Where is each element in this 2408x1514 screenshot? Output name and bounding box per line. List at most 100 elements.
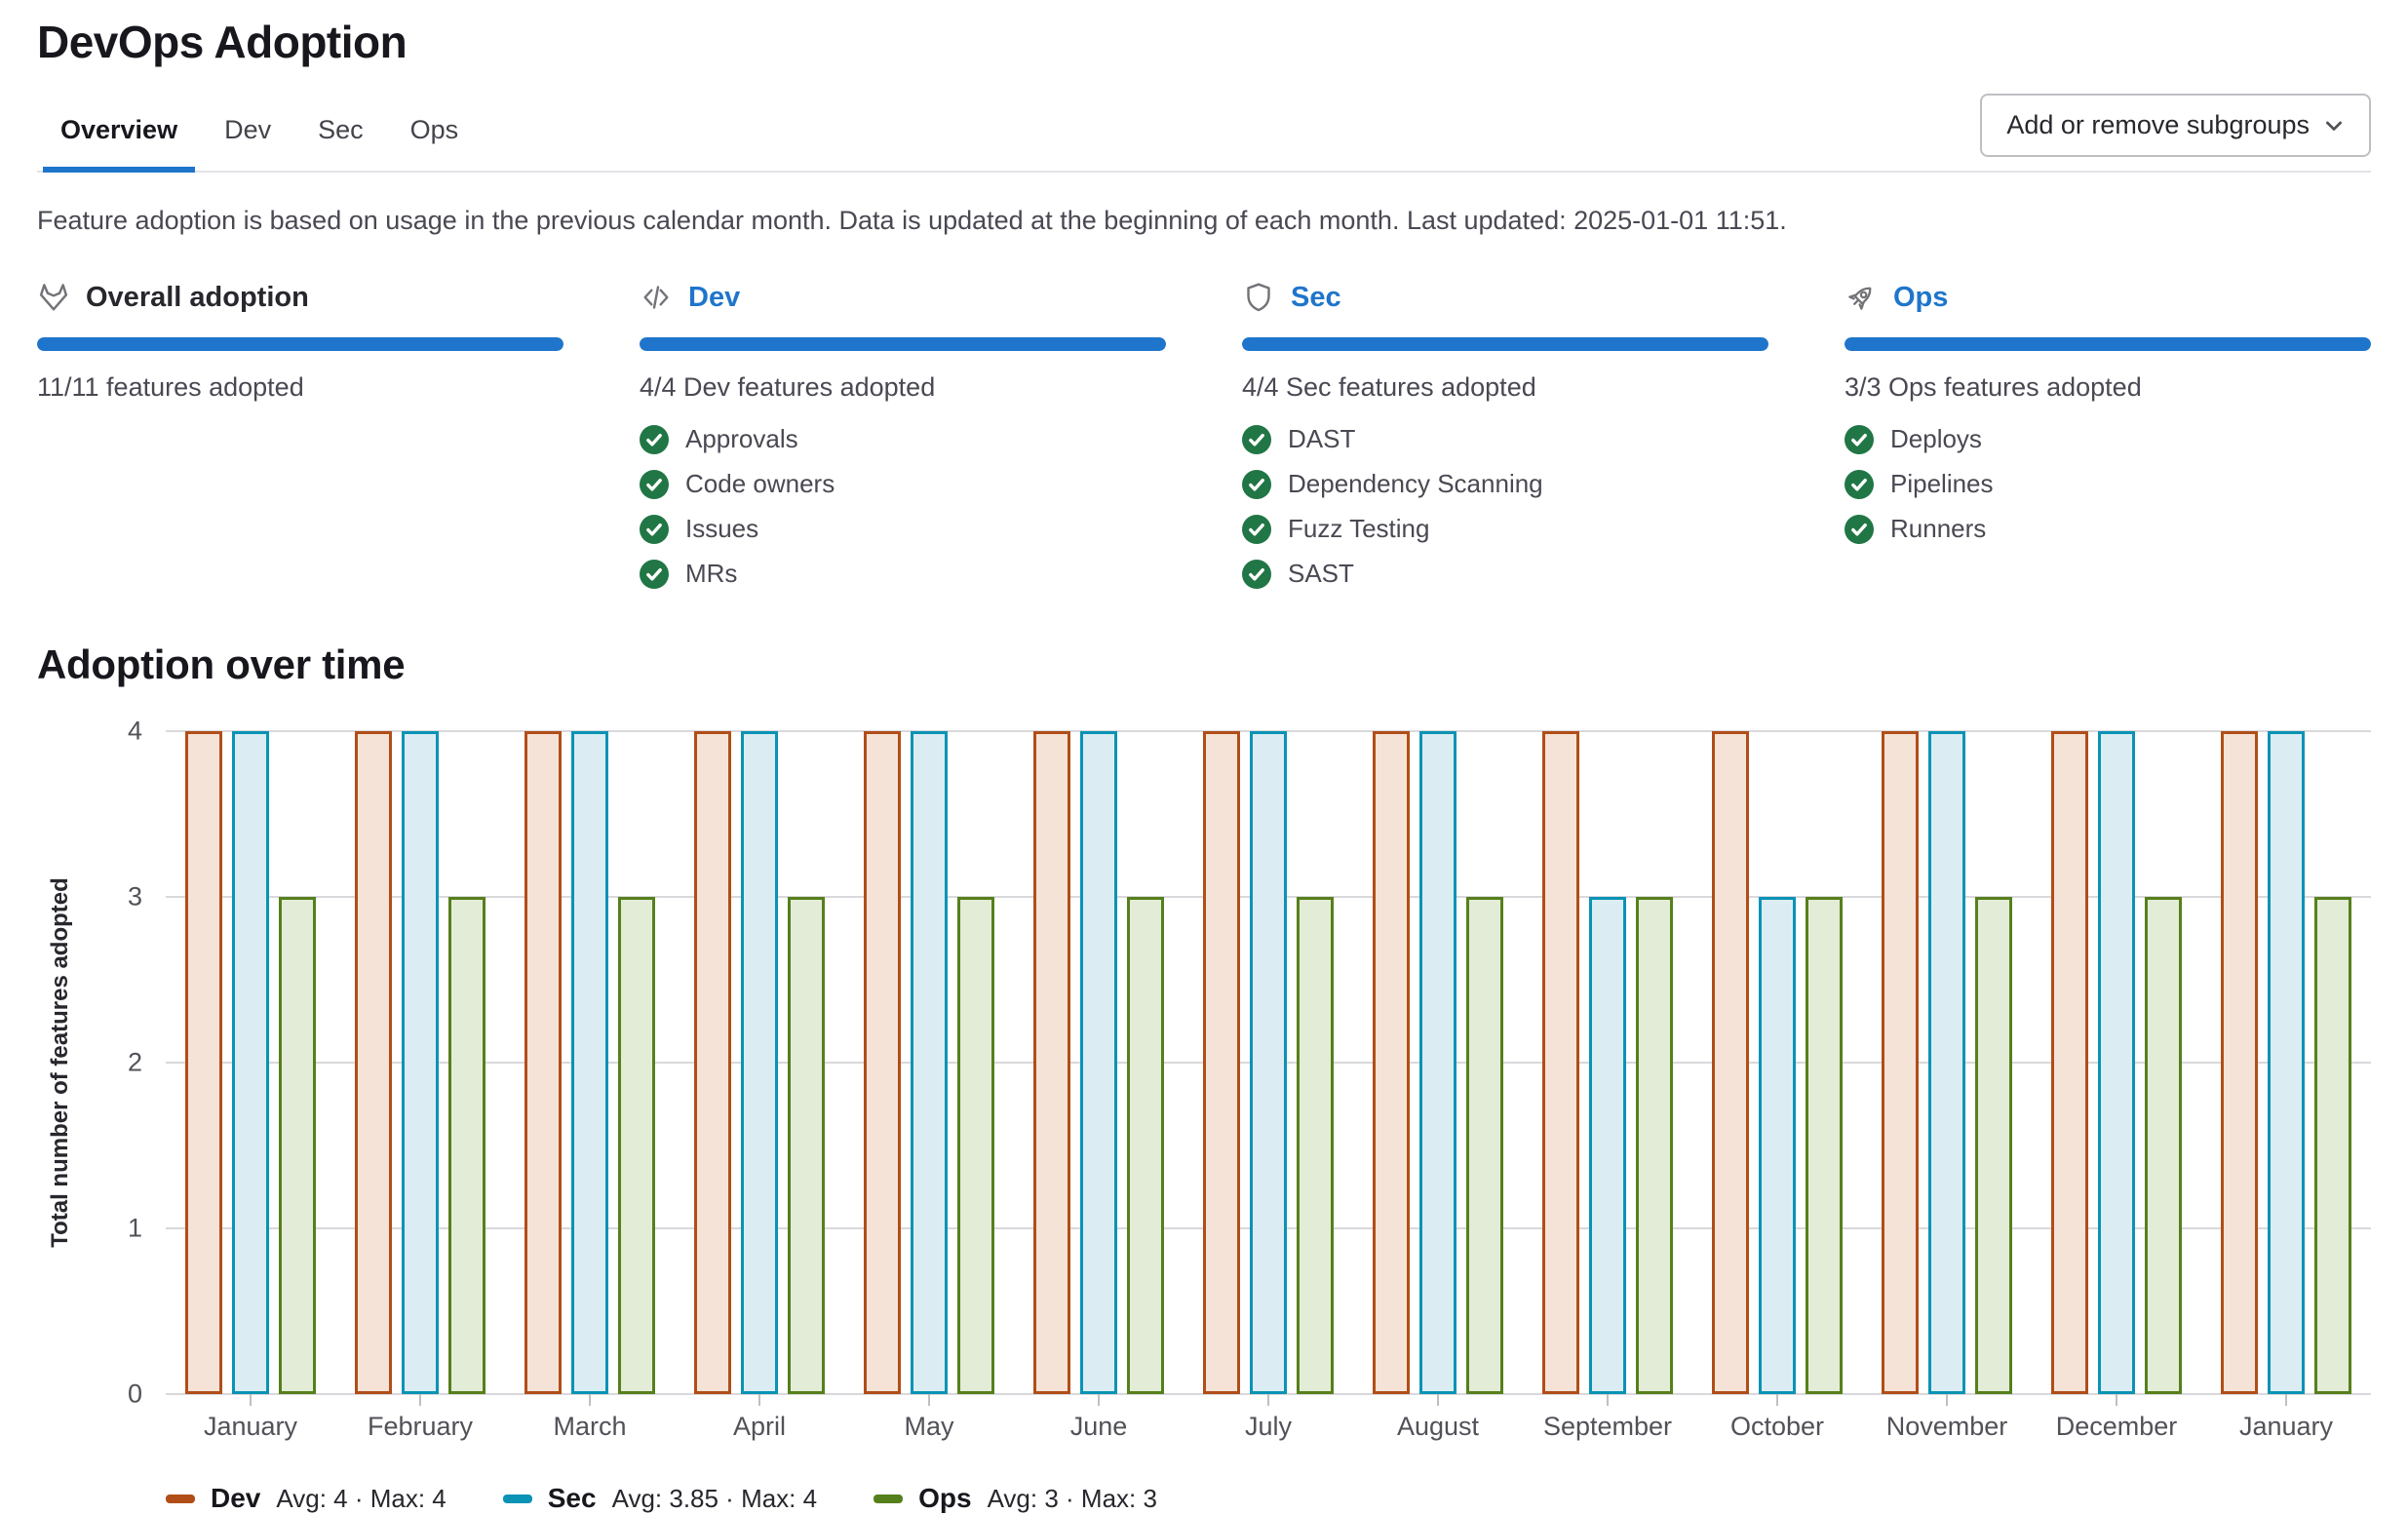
bar-group-august-7 [1353,731,1523,1394]
x-axis-label-january-12: January [2201,1394,2371,1442]
feature-item-sast: SAST [1242,559,1768,589]
tab-overview[interactable]: Overview [37,90,201,173]
adoption-progress-bar [1242,337,1768,351]
card-header: Sec [1242,281,1768,314]
bar-sec-march-2[interactable] [571,731,608,1394]
feature-item-issues: Issues [640,514,1166,544]
bars-row [166,731,2371,1394]
bar-ops-may-4[interactable] [957,897,994,1394]
x-axis-label-august-7: August [1353,1394,1523,1442]
bar-sec-august-7[interactable] [1419,731,1456,1394]
adoption-summary: 3/3 Ops features adopted [1845,372,2142,402]
bar-sec-april-3[interactable] [741,731,778,1394]
bar-dev-november-10[interactable] [1882,731,1919,1394]
feature-label: Approvals [685,424,798,453]
bar-dev-may-4[interactable] [864,731,901,1394]
bar-group-january-12 [2201,731,2371,1394]
check-circle-icon [1242,559,1271,589]
bar-ops-february-1[interactable] [448,897,485,1394]
legend-swatch-dev [166,1494,195,1503]
card-header: Overall adoption [37,281,563,314]
chart-body: Total number of features adopted 0 1 2 3 4 [37,718,2371,1407]
bar-dev-october-9[interactable] [1712,731,1749,1394]
bar-dev-april-3[interactable] [694,731,731,1394]
section-heading: Adoption over time [37,641,406,687]
bar-ops-january-12[interactable] [2314,897,2351,1394]
feature-item-dependency-scanning: Dependency Scanning [1242,469,1768,499]
bar-dev-february-1[interactable] [355,731,392,1394]
chevron-down-icon [2326,121,2342,131]
bar-ops-october-9[interactable] [1806,897,1843,1394]
chart-legend: Dev Avg: 4 · Max: 4 Sec Avg: 3.85 · Max: 4 O… [166,1483,2371,1514]
bar-ops-december-11[interactable] [2145,897,2182,1394]
x-axis-label-october-9: October [1692,1394,1862,1442]
bar-group-january-0 [166,731,335,1394]
legend-item-dev[interactable]: Dev Avg: 4 · Max: 4 [166,1483,447,1514]
bar-dev-march-2[interactable] [524,731,562,1394]
bar-sec-may-4[interactable] [911,731,948,1394]
check-circle-icon [640,559,669,589]
card-title-sec[interactable]: Sec [1291,281,1341,313]
bar-dev-december-11[interactable] [2051,731,2088,1394]
bar-group-september-8 [1523,731,1692,1394]
info-text: Feature adoption is based on usage in th… [37,206,1787,235]
bar-ops-april-3[interactable] [788,897,825,1394]
feature-label: Issues [685,514,759,543]
card-title-overall-adoption: Overall adoption [86,281,309,313]
adoption-progress-bar [1845,337,2371,351]
feature-label: SAST [1288,559,1354,588]
legend-item-ops[interactable]: Ops Avg: 3 · Max: 3 [874,1483,1157,1514]
bar-dev-june-5[interactable] [1033,731,1070,1394]
bar-ops-november-10[interactable] [1975,897,2012,1394]
card-title-ops[interactable]: Ops [1893,281,1949,313]
bar-sec-september-8[interactable] [1589,897,1626,1394]
x-axis-label-november-10: November [1862,1394,2032,1442]
x-axis-label-february-1: February [335,1394,505,1442]
bar-ops-august-7[interactable] [1466,897,1503,1394]
tab-ops[interactable]: Ops [409,115,459,144]
y-tick-label-4: 4 [127,716,142,746]
code-icon [640,281,673,314]
tab-dev[interactable]: Dev [224,115,272,144]
bar-sec-june-5[interactable] [1080,731,1117,1394]
bar-dev-august-7[interactable] [1373,731,1410,1394]
legend-item-sec[interactable]: Sec Avg: 3.85 · Max: 4 [502,1483,817,1514]
bar-ops-july-6[interactable] [1297,897,1334,1394]
card-title-dev[interactable]: Dev [688,281,741,313]
bar-dev-january-12[interactable] [2221,731,2258,1394]
x-axis-label-june-5: June [1014,1394,1184,1442]
bar-ops-march-2[interactable] [618,897,655,1394]
bar-ops-january-0[interactable] [279,897,316,1394]
bar-ops-june-5[interactable] [1127,897,1164,1394]
feature-item-deploys: Deploys [1845,424,2371,454]
adoption-progress-bar [640,337,1166,351]
bar-dev-july-6[interactable] [1203,731,1240,1394]
bar-dev-september-8[interactable] [1542,731,1579,1394]
bar-sec-january-12[interactable] [2268,731,2305,1394]
bar-group-may-4 [844,731,1014,1394]
y-axis-title: Total number of features adopted [47,877,73,1248]
adoption-cards: Overall adoption 11/11 features adopted De… [37,281,2371,589]
adoption-progress-fill [1242,337,1768,351]
bar-group-april-3 [675,731,844,1394]
x-axis-label-march-2: March [505,1394,675,1442]
feature-item-approvals: Approvals [640,424,1166,454]
bar-sec-january-0[interactable] [232,731,269,1394]
bar-group-march-2 [505,731,675,1394]
legend-series-name: Sec [547,1483,597,1513]
bar-dev-january-0[interactable] [185,731,222,1394]
bar-sec-july-6[interactable] [1250,731,1287,1394]
adoption-card-sec: Sec 4/4 Sec features adopted DAST Dependenc… [1242,281,1768,589]
bar-sec-november-10[interactable] [1928,731,1965,1394]
check-circle-icon [1242,514,1271,544]
adoption-summary: 4/4 Sec features adopted [1242,372,1536,402]
add-or-remove-subgroups-button[interactable]: Add or remove subgroups [1980,94,2371,157]
bar-sec-february-1[interactable] [402,731,439,1394]
bar-sec-december-11[interactable] [2098,731,2135,1394]
bar-sec-october-9[interactable] [1759,897,1796,1394]
legend-series-stats: Avg: 4 · Max: 4 [276,1483,447,1513]
check-circle-icon [640,424,669,454]
add-or-remove-subgroups-label: Add or remove subgroups [2006,110,2310,139]
tab-sec[interactable]: Sec [318,115,364,144]
bar-ops-september-8[interactable] [1636,897,1673,1394]
